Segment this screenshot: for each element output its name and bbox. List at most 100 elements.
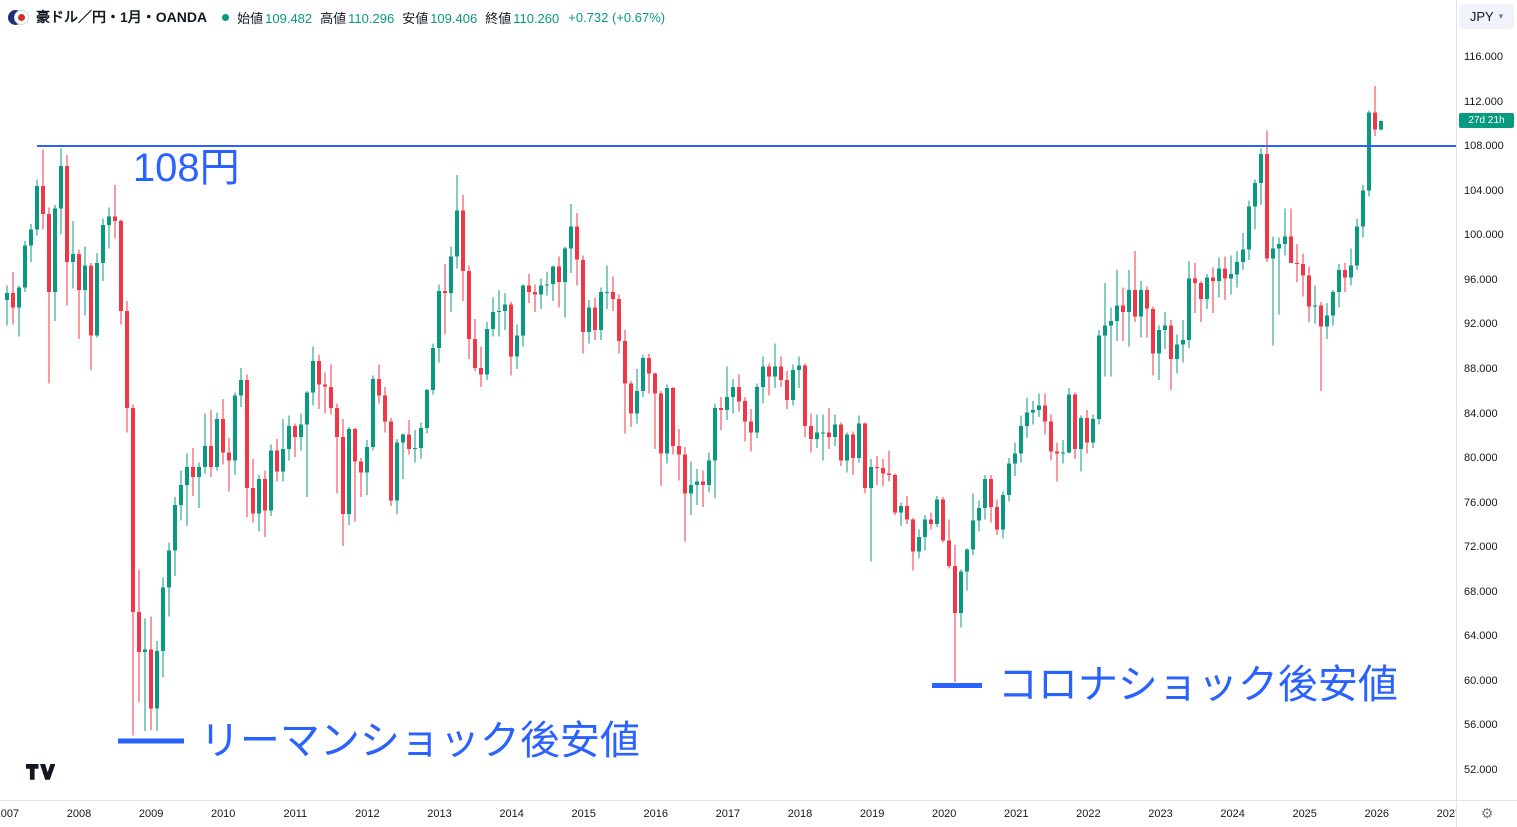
time-axis[interactable]: 2007 2008 2009 2010 2011 2012 2013 2014 2015 2016… <box>0 800 1456 827</box>
candle-body <box>1264 153 1269 259</box>
price-tick-label: 92.000 <box>1464 318 1498 331</box>
time-tick-label: 2021 <box>1004 808 1029 820</box>
candle-body <box>1108 321 1113 326</box>
candle-body <box>964 549 969 572</box>
candle-body <box>58 166 63 209</box>
candle-body <box>346 429 351 514</box>
legend-low-value: 109.406 <box>430 10 478 26</box>
candle-body <box>604 292 609 294</box>
time-tick-label: 2009 <box>138 808 164 820</box>
time-tick-label: 2014 <box>499 808 524 820</box>
candle-body <box>316 361 321 385</box>
candle-body <box>1186 278 1191 340</box>
price-axis[interactable]: JPY ▾ 27d 21h 116.000 112.000 108.000 104.0… <box>1456 0 1517 800</box>
candle-body <box>166 550 171 588</box>
candle-body <box>550 266 555 285</box>
candle-body <box>364 446 369 473</box>
candle-body <box>874 467 879 469</box>
legend-open: 始値 109.482 <box>237 8 312 27</box>
candle-body <box>658 393 663 454</box>
time-tick-label: 2019 <box>859 808 885 820</box>
legend-high-label: 高値 <box>320 10 347 26</box>
candle-body <box>556 266 561 282</box>
price-tick-label: 116.000 <box>1464 51 1503 63</box>
candle-body <box>598 292 603 330</box>
candle-body <box>208 445 213 467</box>
symbol-title[interactable]: 豪ドル／円・1月・OANDA <box>36 9 208 25</box>
annotation-covid-low-label[interactable]: コロナショック後安値 <box>997 663 1398 708</box>
time-tick-label: 2022 <box>1076 808 1101 820</box>
time-tick-label: 2023 <box>1148 808 1173 820</box>
price-tick-label: 96.000 <box>1464 273 1498 286</box>
candle-body <box>148 649 153 709</box>
chart-pane[interactable]: 豪ドル／円・1月・OANDA 始値 109.482 高値 110.296 安値 109… <box>0 0 1456 800</box>
candle-body <box>802 365 807 426</box>
candle-body <box>184 467 189 485</box>
candle-body <box>310 361 315 393</box>
time-tick-label: 2012 <box>355 808 380 820</box>
candle-body <box>1054 451 1059 454</box>
time-tick-label: 2018 <box>787 808 813 820</box>
candle-body <box>784 380 789 401</box>
candle-body <box>730 386 735 397</box>
candle-body <box>718 407 723 411</box>
jpy-flag-circle <box>14 9 29 25</box>
countdown-badge: 27d 21h <box>1459 113 1514 129</box>
candle-body <box>1120 305 1125 313</box>
price-tick-label: 100.000 <box>1464 229 1504 242</box>
candle-body <box>526 285 531 293</box>
candle-body <box>142 649 147 652</box>
time-tick-label: 2017 <box>715 808 741 820</box>
candle-body <box>940 499 945 541</box>
candle-body <box>952 566 957 613</box>
candle-body <box>544 284 549 286</box>
candle-body <box>832 424 837 437</box>
price-tick-label: 112.000 <box>1464 95 1503 108</box>
candle-body <box>496 311 501 313</box>
candle-body <box>370 379 375 447</box>
candle-body <box>112 216 117 221</box>
candle-body <box>376 379 381 396</box>
candle-body <box>1354 226 1359 266</box>
candle-body <box>190 467 195 477</box>
candle-body <box>628 383 633 414</box>
candle-body <box>1204 277 1209 299</box>
candlestick-chart[interactable] <box>0 0 1456 800</box>
candle-body <box>712 407 717 461</box>
time-tick-label: 2026 <box>1364 808 1390 820</box>
candle-body <box>844 434 849 461</box>
currency-selector[interactable]: JPY ▾ <box>1459 4 1514 29</box>
candle-body <box>586 307 591 333</box>
candle-body <box>358 461 363 473</box>
market-status-dot-icon <box>222 13 230 21</box>
candle-body <box>1024 412 1029 426</box>
candle-body <box>484 328 489 375</box>
tradingview-logo[interactable] <box>25 762 56 782</box>
candle-body <box>412 448 417 450</box>
annotation-lehman-low-label[interactable]: リーマンショック後安値 <box>199 719 640 764</box>
candle-body <box>700 481 705 485</box>
candle-body <box>1234 262 1239 275</box>
candle-body <box>682 454 687 494</box>
legend-change-value: +0.732 (+0.67%) <box>568 9 666 25</box>
candle-body <box>886 473 891 475</box>
candle-body <box>1042 405 1047 422</box>
candle-body <box>1090 419 1095 443</box>
candle-body <box>646 357 651 374</box>
candle-body <box>10 293 15 308</box>
candle-body <box>418 428 423 449</box>
candle-body <box>202 445 207 467</box>
candle-body <box>406 434 411 450</box>
settings-gear-icon[interactable]: ⚙ <box>1480 806 1494 822</box>
candle-body <box>1306 275 1311 307</box>
candle-body <box>4 293 9 300</box>
legend-close: 終値 110.260 <box>485 8 559 27</box>
candle-body <box>352 429 357 462</box>
candle-body <box>448 256 453 294</box>
candle-body <box>520 285 525 336</box>
price-tick-label: 108.000 <box>1464 140 1504 153</box>
candle-body <box>838 424 843 461</box>
annotation-108-label[interactable]: 108円 <box>132 146 240 191</box>
candle-body <box>94 263 99 336</box>
candle-body <box>1258 153 1263 183</box>
